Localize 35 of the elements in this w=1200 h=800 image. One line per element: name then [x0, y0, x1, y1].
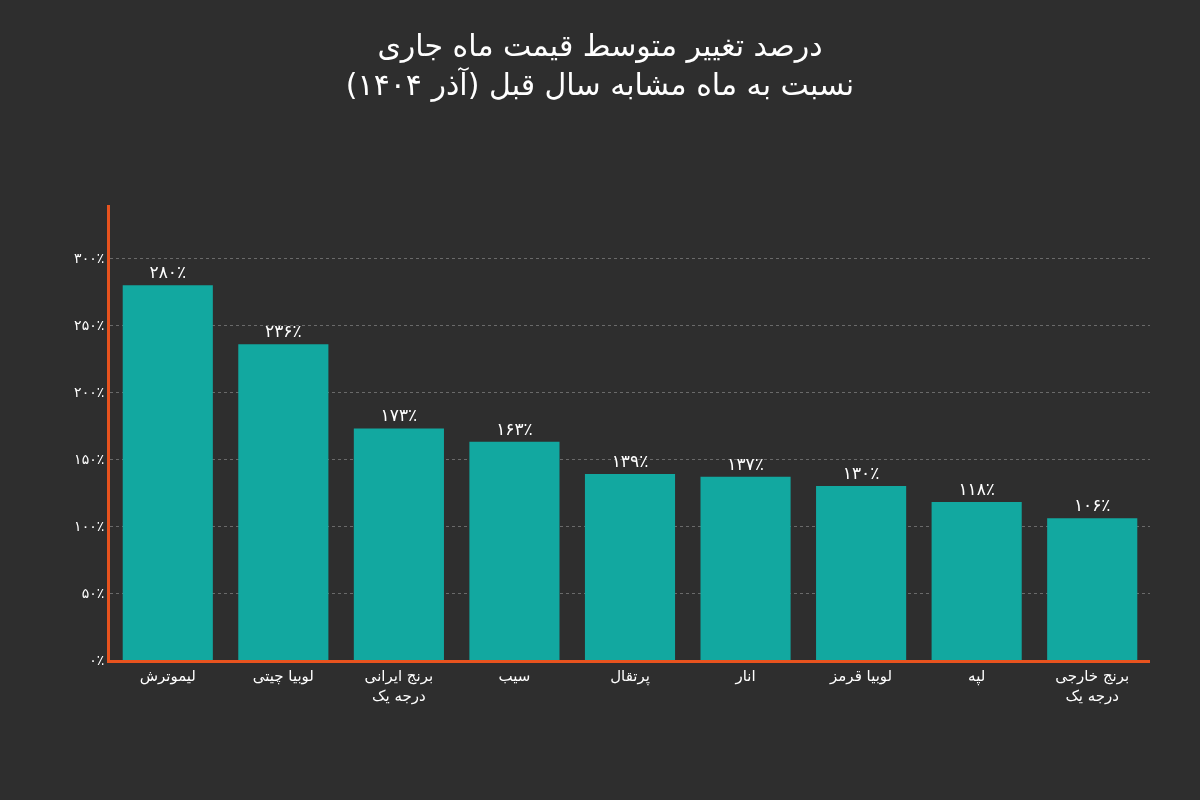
x-tick-label: برنج خارجی درجه یک [1055, 667, 1130, 705]
bar [353, 428, 444, 660]
data-label: ۱۳۹٪ [611, 450, 649, 471]
bar [469, 441, 560, 660]
bar [584, 473, 676, 660]
x-tick-label: پرتقال [610, 667, 650, 686]
data-label: ۱۱۸٪ [958, 479, 995, 500]
y-tick-label: ۱۰۰٪ [74, 518, 105, 535]
x-tick-label: لپه [968, 667, 986, 686]
bar [931, 502, 1022, 660]
x-tick-label: لوبیا چیتی [252, 667, 314, 685]
y-tick-label: ۱۵۰٪ [74, 451, 105, 468]
y-tick-label: ۲۰۰٪ [74, 384, 105, 401]
data-label: ۱۷۳٪ [380, 405, 418, 426]
bar [238, 344, 329, 660]
chart-title: درصد تغییر متوسط قیمت ماه جاری نسبت به ماه مشابه سال قبل (آذر ۱۴۰۴) [345, 28, 855, 102]
data-label: ۱۳۰٪ [842, 463, 880, 484]
bar [816, 486, 907, 660]
data-label: ۱۶۳٪ [496, 418, 533, 439]
y-tick-label: ۳۰۰٪ [74, 250, 105, 267]
x-tick-label: سیب [498, 667, 531, 685]
y-tick-label: ۲۵۰٪ [74, 317, 105, 334]
bar [122, 285, 213, 660]
y-tick-label: ۰٪ [89, 651, 105, 668]
bar [700, 476, 791, 660]
x-tick-label: لوبیا قرمز [829, 667, 893, 685]
data-label: ۱۳۷٪ [727, 453, 764, 474]
y-tick-label: ۵۰٪ [81, 584, 105, 601]
bar [1047, 518, 1138, 660]
data-label: ۱۰۶٪ [1073, 495, 1111, 516]
x-tick-label: لیموترش [139, 667, 196, 685]
x-tick-label: انار [734, 667, 756, 685]
x-tick-label: برنج ایرانی درجه یک [364, 667, 434, 705]
data-label: ۲۳۶٪ [265, 321, 302, 342]
data-label: ۲۸۰٪ [149, 262, 187, 283]
